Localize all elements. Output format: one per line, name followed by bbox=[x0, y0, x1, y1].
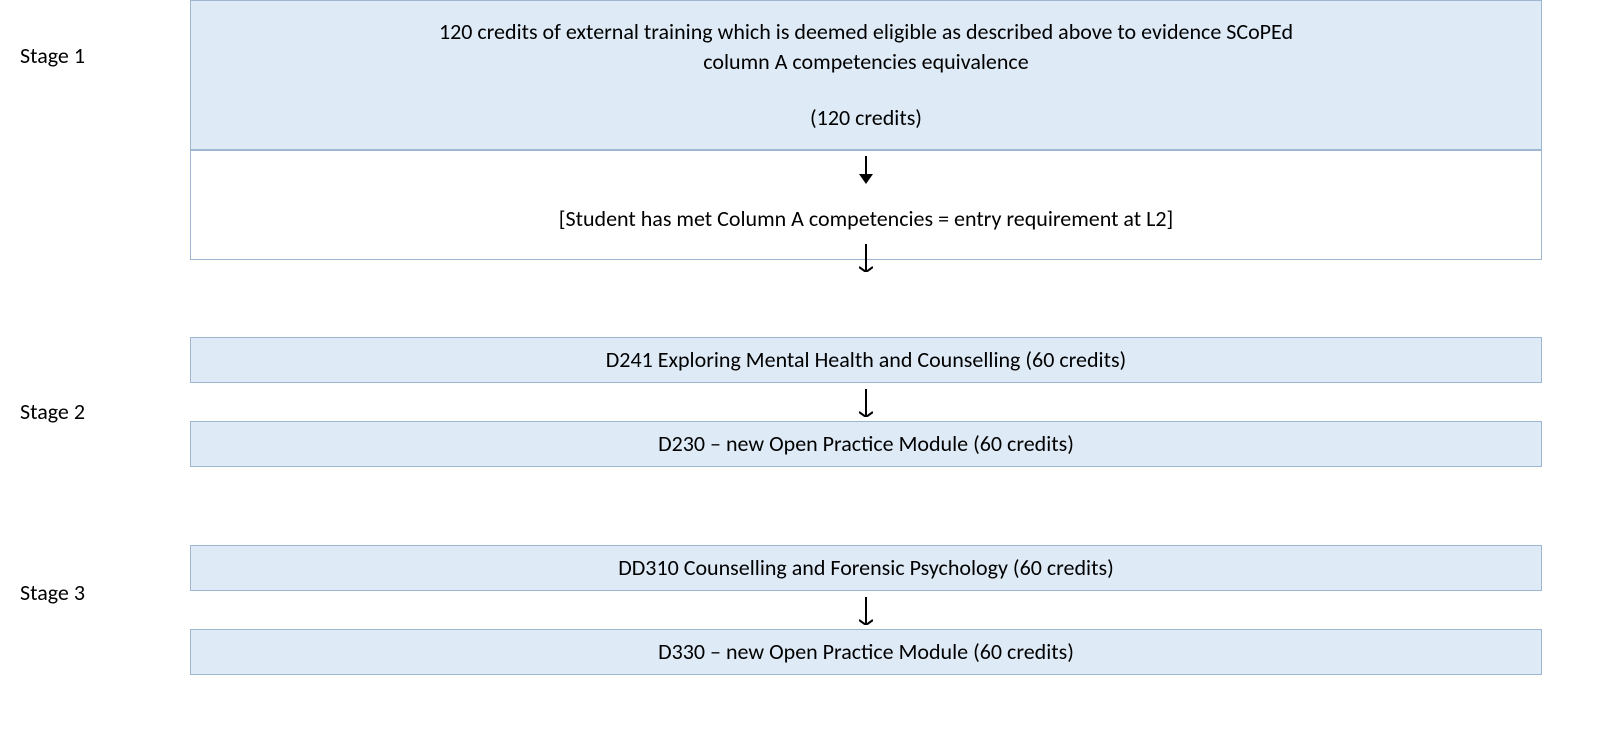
arrow-2 bbox=[859, 244, 873, 272]
box2-text: [Student has met Column A competencies =… bbox=[559, 204, 1174, 234]
box1-spacer bbox=[439, 77, 1293, 103]
diagram-canvas: Stage 1 Stage 2 Stage 3 120 credits of e… bbox=[0, 0, 1600, 748]
arrow-3 bbox=[859, 389, 873, 417]
arrow-4 bbox=[859, 597, 873, 625]
stage-1-label: Stage 1 bbox=[20, 42, 85, 69]
dd310-box: DD310 Counselling and Forensic Psycholog… bbox=[190, 545, 1542, 591]
box1-line2: column A competencies equivalence bbox=[439, 47, 1293, 77]
d230-box: D230 – new Open Practice Module (60 cred… bbox=[190, 421, 1542, 467]
stage-3-label: Stage 3 bbox=[20, 579, 85, 606]
stage1-credits-box: 120 credits of external training which i… bbox=[190, 0, 1542, 150]
arrow-1 bbox=[859, 156, 873, 184]
box1-content: 120 credits of external training which i… bbox=[439, 17, 1293, 132]
stage-2-label: Stage 2 bbox=[20, 398, 85, 425]
d241-box: D241 Exploring Mental Health and Counsel… bbox=[190, 337, 1542, 383]
box1-line1: 120 credits of external training which i… bbox=[439, 17, 1293, 47]
box1-line3: (120 credits) bbox=[439, 103, 1293, 133]
d330-box: D330 – new Open Practice Module (60 cred… bbox=[190, 629, 1542, 675]
